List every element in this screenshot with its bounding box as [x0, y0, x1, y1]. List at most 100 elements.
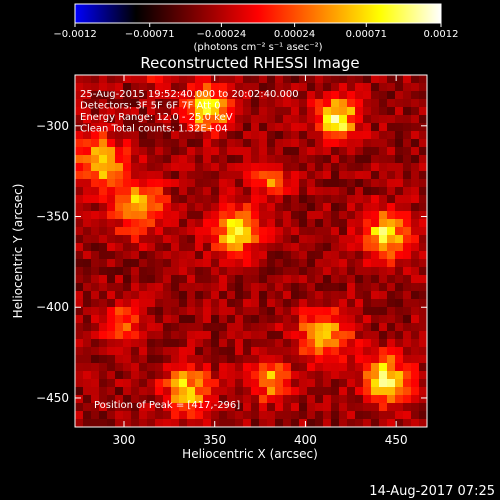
- heatmap-cell: [291, 203, 300, 212]
- heatmap-cell: [395, 323, 404, 332]
- heatmap-cell: [155, 339, 164, 348]
- heatmap-cell: [379, 171, 388, 180]
- heatmap-cell: [211, 219, 220, 228]
- heatmap-cell: [315, 83, 324, 92]
- heatmap-cell: [187, 251, 196, 260]
- heatmap-cell: [395, 267, 404, 276]
- heatmap-cell: [267, 123, 276, 132]
- heatmap-cell: [107, 163, 116, 172]
- heatmap-cell: [283, 83, 292, 92]
- heatmap-cell: [179, 187, 188, 196]
- heatmap-cell: [267, 227, 276, 236]
- heatmap-cell: [219, 163, 228, 172]
- heatmap-cell: [155, 187, 164, 196]
- heatmap-cell: [363, 355, 372, 364]
- heatmap-cell: [307, 315, 316, 324]
- heatmap-cell: [123, 251, 132, 260]
- heatmap-cell: [331, 275, 340, 284]
- heatmap-cell: [203, 283, 212, 292]
- heatmap-cell: [331, 243, 340, 252]
- heatmap-cell: [115, 251, 124, 260]
- heatmap-cell: [411, 371, 420, 380]
- heatmap-cell: [283, 371, 292, 380]
- heatmap-cell: [307, 323, 316, 332]
- heatmap-cell: [371, 203, 380, 212]
- heatmap-cell: [411, 291, 420, 300]
- heatmap-cell: [91, 195, 100, 204]
- heatmap-cell: [371, 147, 380, 156]
- heatmap-cell: [163, 323, 172, 332]
- heatmap-cell: [323, 227, 332, 236]
- heatmap-cell: [139, 331, 148, 340]
- plot-frame: [74, 74, 428, 428]
- heatmap-cell: [235, 219, 244, 228]
- heatmap-cell: [307, 403, 316, 412]
- heatmap-cell: [139, 339, 148, 348]
- heatmap-cell: [371, 259, 380, 268]
- heatmap-cell: [115, 179, 124, 188]
- heatmap-cell: [259, 307, 268, 316]
- heatmap-cell: [355, 139, 364, 148]
- heatmap-cell: [283, 307, 292, 316]
- heatmap-cell: [331, 315, 340, 324]
- heatmap-cell: [187, 195, 196, 204]
- heatmap-cell: [395, 419, 404, 428]
- colorbar: [74, 3, 442, 24]
- heatmap-cell: [163, 387, 172, 396]
- heatmap-cell: [267, 147, 276, 156]
- heatmap-cell: [267, 203, 276, 212]
- heatmap-cell: [379, 91, 388, 100]
- heatmap-cell: [395, 227, 404, 236]
- heatmap-cell: [267, 235, 276, 244]
- heatmap-cell: [123, 315, 132, 324]
- heatmap-cell: [99, 235, 108, 244]
- heatmap-cell: [403, 283, 412, 292]
- heatmap-cell: [331, 419, 340, 428]
- heatmap-cell: [419, 259, 428, 268]
- heatmap-cell: [139, 347, 148, 356]
- heatmap-cell: [211, 107, 220, 116]
- heatmap-cell: [139, 251, 148, 260]
- heatmap-cell: [115, 371, 124, 380]
- heatmap-cell: [299, 187, 308, 196]
- heatmap-cell: [123, 243, 132, 252]
- heatmap-cell: [123, 275, 132, 284]
- heatmap-cell: [155, 75, 164, 84]
- heatmap-cell: [195, 75, 204, 84]
- heatmap-cell: [171, 387, 180, 396]
- heatmap-cell: [267, 115, 276, 124]
- heatmap-cell: [195, 171, 204, 180]
- heatmap-cell: [219, 251, 228, 260]
- heatmap-cell: [379, 83, 388, 92]
- heatmap-cell: [155, 139, 164, 148]
- heatmap-cell: [219, 315, 228, 324]
- heatmap-cell: [299, 299, 308, 308]
- heatmap-cell: [91, 179, 100, 188]
- heatmap-cell: [307, 219, 316, 228]
- heatmap-cell: [379, 99, 388, 108]
- heatmap-cell: [75, 363, 84, 372]
- heatmap-cell: [267, 323, 276, 332]
- heatmap-cell: [75, 107, 84, 116]
- heatmap-cell: [371, 235, 380, 244]
- heatmap-cell: [363, 315, 372, 324]
- heatmap-cell: [283, 347, 292, 356]
- heatmap-cell: [411, 219, 420, 228]
- heatmap-cell: [211, 387, 220, 396]
- heatmap-cell: [187, 283, 196, 292]
- heatmap-cell: [299, 419, 308, 428]
- heatmap-cell: [147, 275, 156, 284]
- heatmap-cell: [339, 147, 348, 156]
- heatmap-cell: [403, 211, 412, 220]
- heatmap-cell: [387, 411, 396, 420]
- heatmap-cell: [275, 75, 284, 84]
- heatmap-cell: [267, 403, 276, 412]
- heatmap-cell: [163, 211, 172, 220]
- heatmap-cell: [315, 227, 324, 236]
- heatmap-cell: [411, 187, 420, 196]
- heatmap-cell: [259, 123, 268, 132]
- heatmap-cell: [227, 267, 236, 276]
- heatmap-cell: [155, 107, 164, 116]
- heatmap-cell: [251, 275, 260, 284]
- heatmap-cell: [259, 171, 268, 180]
